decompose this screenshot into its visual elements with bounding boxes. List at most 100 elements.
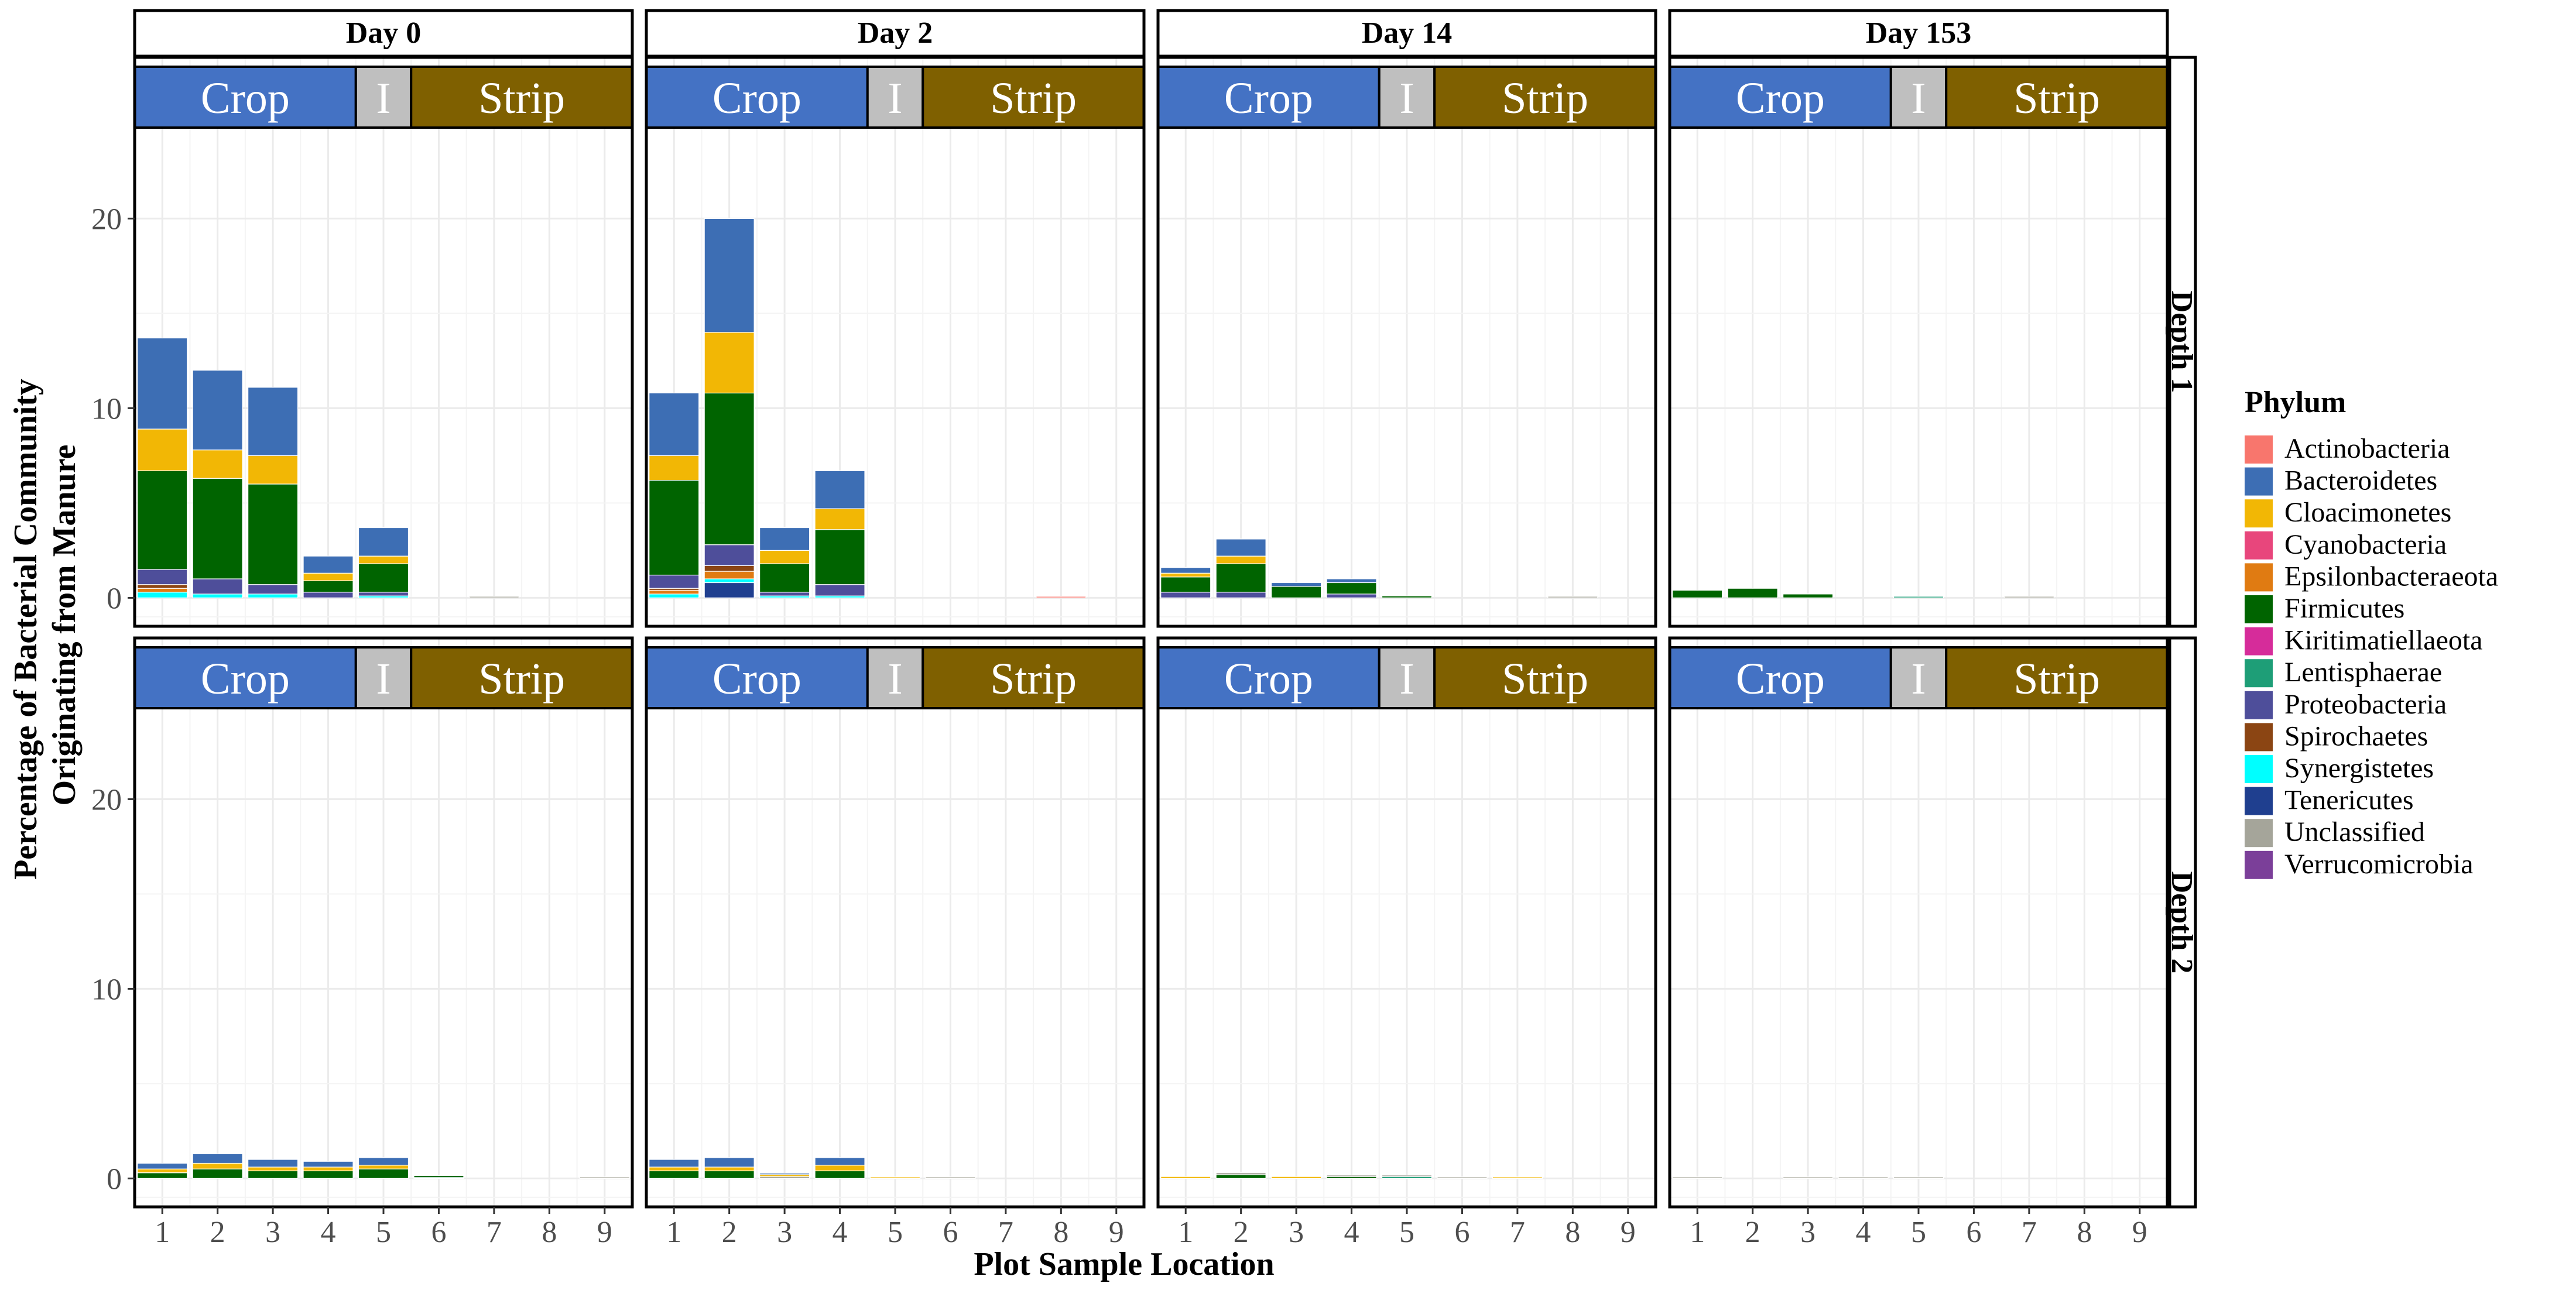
bar-segment-bacteroidetes [248, 1159, 299, 1168]
bar-segment-cloacimonetes [759, 550, 810, 564]
bar-segment-epsilonbacteraeota [137, 588, 188, 593]
bar-segment-firmicutes [1160, 577, 1211, 593]
bar-segment-cloacimonetes [248, 1167, 299, 1172]
bar-segment-firmicutes [358, 563, 409, 593]
legend-label-lentisphaerae: Lentisphaerae [2284, 657, 2442, 688]
legend-key-bacteroidetes [2245, 467, 2273, 496]
x-tick-label: 5 [376, 1216, 391, 1249]
x-tick-label: 8 [542, 1216, 557, 1249]
legend-key-synergistetes [2245, 755, 2273, 783]
bar-segment-cloacimonetes [1160, 572, 1211, 578]
bar-segment-firmicutes [759, 563, 810, 593]
y-tick-label: 20 [91, 203, 122, 236]
bar-segment-cloacimonetes [1271, 1176, 1322, 1179]
bar-segment-cloacimonetes [192, 1162, 243, 1169]
bar-segment-bacteroidetes [358, 527, 409, 557]
legend-label-tenericutes: Tenericutes [2284, 785, 2414, 816]
region-i [866, 646, 924, 709]
bar-segment-proteobacteria [358, 592, 409, 596]
column-strip-day-0 [133, 9, 634, 58]
column-strip-label: Day 14 [1362, 16, 1453, 50]
bar-segment-synergistetes [248, 593, 299, 598]
panels-layer: Crop I Strip Crop I Strip Crop I Strip Crop I Strip… [133, 56, 2169, 1209]
bar-stack [649, 392, 700, 598]
column-strip-day-2 [645, 9, 1146, 58]
legend-label-cyanobacteria: Cyanobacteria [2284, 529, 2447, 560]
column-strip-label: Day 153 [1866, 16, 1972, 50]
bar-stack [1215, 1172, 1266, 1179]
bar-segment-cloacimonetes [814, 508, 865, 530]
row-strip-depth-1 [2168, 56, 2197, 628]
bar-segment-proteobacteria [1215, 592, 1266, 598]
bar-segment-unclassified [579, 1176, 630, 1179]
x-tick-label: 3 [777, 1216, 792, 1249]
bar-segment-synergistetes [704, 578, 755, 584]
bar-stack [814, 1157, 865, 1179]
y-tick-label: 10 [91, 973, 122, 1006]
x-tick-label: 5 [888, 1216, 903, 1249]
bar-segment-bacteroidetes [759, 1172, 810, 1175]
bar-stack [1326, 1175, 1377, 1179]
legend-label-epsilonbacteraeota: Epsilonbacteraeota [2284, 561, 2498, 592]
bar-segment-epsilonbacteraeota [649, 589, 700, 595]
bar-segment-cloacimonetes [1215, 555, 1266, 564]
row-strip-label: Depth 1 [2165, 291, 2198, 393]
bar-stack [1381, 595, 1433, 598]
legend-key-tenericutes [2245, 787, 2273, 815]
bar-segment-cloacimonetes [137, 428, 188, 471]
bar-segment-unclassified [1893, 1176, 1944, 1179]
bar-segment-cloacimonetes [1492, 1176, 1543, 1179]
bar-segment-bacteroidetes [137, 1162, 188, 1169]
bar-stack [1492, 1176, 1543, 1179]
bar-segment-firmicutes [1215, 1174, 1266, 1179]
bar-segment-epsilonbacteraeota [704, 571, 755, 579]
x-tick-label: 8 [1565, 1216, 1580, 1249]
bar-stack [358, 527, 409, 598]
region-label-strip: Strip [478, 74, 565, 123]
column-strip-label: Day 2 [858, 16, 933, 50]
region-label-crop: Crop [1736, 74, 1825, 123]
bar-stack [303, 555, 354, 598]
bar-segment-unclassified [1672, 1176, 1723, 1179]
bar-segment-lentisphaerae [1893, 596, 1944, 599]
bar-segment-proteobacteria [303, 592, 354, 598]
bar-segment-firmicutes [137, 470, 188, 570]
bar-segment-unclassified [468, 596, 519, 599]
x-tick-label: 1 [666, 1216, 681, 1249]
y-tick-label: 10 [91, 392, 122, 426]
x-tick-label: 7 [998, 1216, 1013, 1249]
bar-stack [1160, 567, 1211, 598]
legend-label-bacteroidetes: Bacteroidetes [2284, 465, 2437, 496]
bar-segment-bacteroidetes [1271, 582, 1322, 587]
bar-stack [1036, 596, 1087, 599]
legend-label-unclassified: Unclassified [2284, 816, 2425, 848]
bar-segment-firmicutes [1783, 593, 1834, 598]
bar-segment-firmicutes [192, 478, 243, 579]
bar-segment-tenericutes [704, 582, 755, 598]
bar-stack [579, 1176, 630, 1179]
legend-label-verrucomicrobia: Verrucomicrobia [2284, 849, 2474, 880]
legend-key-firmicutes [2245, 595, 2273, 623]
y-tick-label: 0 [107, 582, 122, 615]
bar-stack [1672, 589, 1723, 599]
region-band: Crop I Strip [1669, 646, 2169, 709]
bar-segment-cloacimonetes [869, 1176, 921, 1179]
y-tick-labels: 0 10 20 0 10 20 [91, 203, 135, 1196]
x-tick-label: 4 [1856, 1216, 1871, 1249]
bar-segment-unclassified [1783, 1176, 1834, 1179]
region-label-strip: Strip [2013, 654, 2100, 704]
bar-segment-synergistetes [192, 593, 243, 598]
bar-segment-firmicutes [814, 529, 865, 585]
region-label-i: I [888, 74, 902, 123]
x-tick-label: 2 [1234, 1216, 1249, 1249]
panel-day-153-depth-1: Crop I Strip [1668, 56, 2169, 628]
bar-stack [1326, 578, 1377, 598]
panel-day-14-depth-1: Crop I Strip [1156, 56, 1657, 628]
x-tick-label: 4 [321, 1216, 336, 1249]
bar-segment-unclassified [1326, 1175, 1377, 1177]
bar-stack [1271, 582, 1322, 599]
bar-stack [1381, 1175, 1433, 1179]
region-band: Crop I Strip [1157, 66, 1657, 129]
bar-segment-cloacimonetes [358, 1165, 409, 1169]
bar-segment-proteobacteria [1326, 593, 1377, 598]
